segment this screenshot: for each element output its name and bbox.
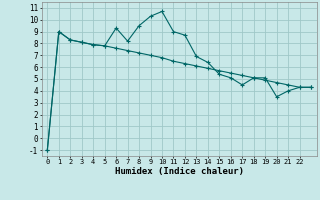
X-axis label: Humidex (Indice chaleur): Humidex (Indice chaleur)	[115, 167, 244, 176]
